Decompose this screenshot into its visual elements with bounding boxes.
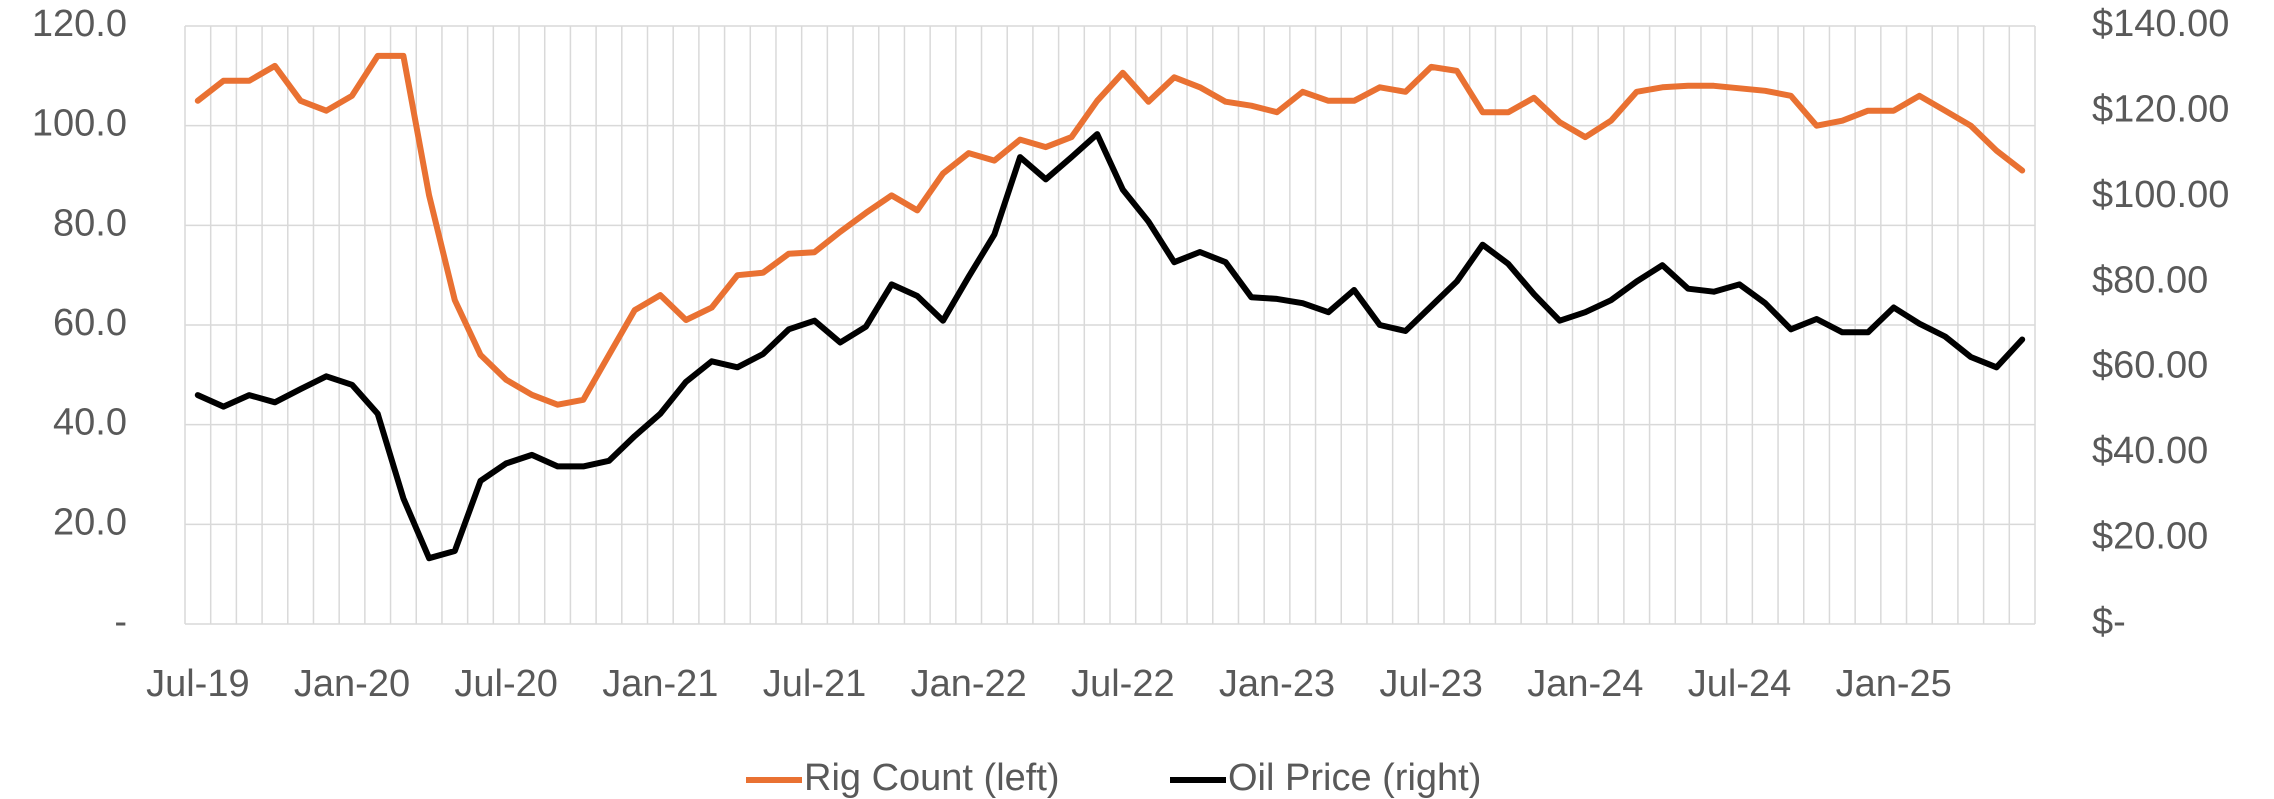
x-tick-label: Jul-21 <box>763 663 867 705</box>
y-tick-label: 20.0 <box>53 501 127 543</box>
y2-tick-label: $120.00 <box>2092 88 2229 130</box>
x-tick-label: Jan-20 <box>294 663 410 705</box>
series-line <box>194 131 2026 562</box>
y2-tick-label: $40.00 <box>2092 430 2208 472</box>
y-tick-label: 120.0 <box>32 3 127 45</box>
x-tick-label: Jan-21 <box>602 663 718 705</box>
x-tick-label: Jul-24 <box>1688 663 1792 705</box>
x-tick-label: Jan-22 <box>911 663 1027 705</box>
x-tick-label: Jan-24 <box>1527 663 1643 705</box>
y2-tick-label: $20.00 <box>2092 516 2208 558</box>
y-tick-label: 100.0 <box>32 103 127 145</box>
y-tick-label: 40.0 <box>53 402 127 444</box>
y2-tick-label: $- <box>2092 601 2126 643</box>
x-tick-label: Jul-19 <box>146 663 250 705</box>
y-tick-label: 80.0 <box>53 202 127 244</box>
legend-label: Oil Price (right) <box>1228 757 1481 799</box>
x-tick-label: Jul-20 <box>454 663 558 705</box>
x-tick-label: Jul-23 <box>1379 663 1483 705</box>
x-tick-label: Jan-23 <box>1219 663 1335 705</box>
y2-tick-label: $80.00 <box>2092 259 2208 301</box>
y-tick-label: - <box>114 601 127 643</box>
y-tick-label: 60.0 <box>53 302 127 344</box>
legend-label: Rig Count (left) <box>804 757 1060 799</box>
series-line <box>194 52 2026 408</box>
y2-tick-label: $100.00 <box>2092 174 2229 216</box>
y2-tick-label: $60.00 <box>2092 345 2208 387</box>
x-tick-label: Jul-22 <box>1071 663 1175 705</box>
y2-tick-label: $140.00 <box>2092 3 2229 45</box>
x-tick-label: Jan-25 <box>1836 663 1952 705</box>
